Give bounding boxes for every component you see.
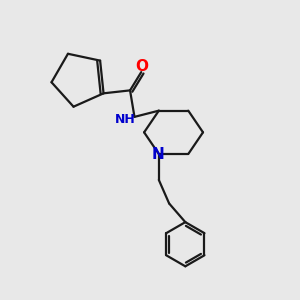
Text: O: O [135, 59, 148, 74]
Text: N: N [152, 147, 165, 162]
Text: NH: NH [115, 113, 136, 126]
